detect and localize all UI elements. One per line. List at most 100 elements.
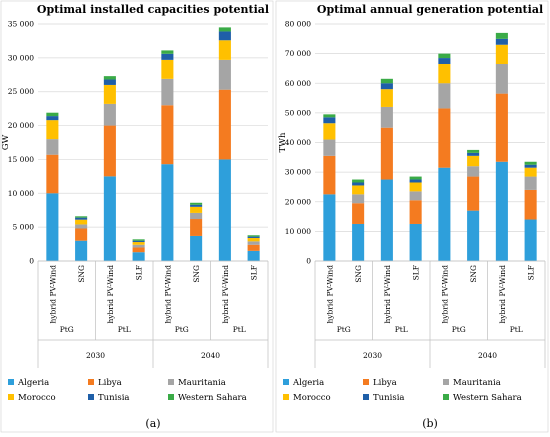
bar-segment-tunisia xyxy=(46,116,59,121)
panel-frame xyxy=(0,0,274,433)
bar-segment-morocco xyxy=(46,120,59,140)
bar-segment-algeria xyxy=(190,235,203,261)
bar-segment-algeria xyxy=(218,159,231,261)
bar-segment-libya xyxy=(103,125,116,177)
y-tick-label: 10 000 xyxy=(285,227,311,236)
legend-swatch xyxy=(363,379,369,385)
bar-segment-libya xyxy=(409,200,422,224)
bar-segment-tunisia xyxy=(409,179,422,183)
bar-segment-morocco xyxy=(103,84,116,104)
bar-segment-algeria xyxy=(438,167,451,261)
y-tick-label: 70 000 xyxy=(285,49,311,58)
group-label: PtL xyxy=(233,325,246,334)
bar-segment-morocco xyxy=(467,155,480,167)
bar-segment-morocco xyxy=(247,237,260,242)
bar-segment-algeria xyxy=(495,161,508,261)
legend-label: Western Sahara xyxy=(453,393,522,403)
y-tick-label: 30 000 xyxy=(285,168,311,177)
legend-swatch xyxy=(8,379,14,385)
y-tick-label: 30 000 xyxy=(8,53,34,62)
legend-label: Morocco xyxy=(18,393,56,403)
chart-title: Optimal installed capacities potential xyxy=(37,3,269,16)
bar-segment-tunisia xyxy=(75,217,88,220)
bar-segment-tunisia xyxy=(247,236,260,238)
y-tick-label: 25 000 xyxy=(8,87,34,96)
bar-segment-libya xyxy=(75,228,88,241)
bar-segment-tunisia xyxy=(190,204,203,207)
bar-segment-algeria xyxy=(161,164,174,261)
bar-segment-western-sahara xyxy=(46,112,59,117)
chart-title: Optimal annual generation potential xyxy=(317,3,543,16)
bar-segment-algeria xyxy=(352,223,365,261)
x-category-label: hybrid PV-Wind xyxy=(383,265,392,324)
x-category-label: hybrid PV-Wind xyxy=(325,265,334,324)
bar-segment-western-sahara xyxy=(190,202,203,205)
bar-segment-morocco xyxy=(218,40,231,60)
bar-segment-algeria xyxy=(103,176,116,261)
bar-segment-western-sahara xyxy=(495,32,508,39)
bar-segment-western-sahara xyxy=(75,216,88,218)
bar-segment-mauritania xyxy=(467,166,480,177)
bar-segment-libya xyxy=(218,89,231,160)
legend-label: Morocco xyxy=(293,393,331,403)
bar-segment-mauritania xyxy=(323,139,336,156)
group-label: PtG xyxy=(337,325,351,334)
x-category-label: hybrid PV-Wind xyxy=(440,265,449,324)
bar-segment-morocco xyxy=(75,219,88,225)
x-category-label: hybrid PV-Wind xyxy=(498,265,507,324)
bar-segment-tunisia xyxy=(323,117,336,124)
bar-segment-western-sahara xyxy=(380,78,393,84)
bar-segment-algeria xyxy=(132,252,145,261)
panel-label: (a) xyxy=(145,417,160,430)
bar-segment-tunisia xyxy=(524,164,537,168)
x-category-label: SNG xyxy=(77,265,86,283)
bar-segment-morocco xyxy=(161,59,174,79)
bar-segment-morocco xyxy=(438,63,451,84)
bar-segment-mauritania xyxy=(380,106,393,128)
bar-segment-libya xyxy=(190,219,203,236)
legend-swatch xyxy=(363,394,369,400)
bar-segment-algeria xyxy=(323,194,336,261)
bar-segment-tunisia xyxy=(103,79,116,85)
y-axis-label: GW xyxy=(1,134,11,150)
y-tick-label: 5 000 xyxy=(13,223,35,232)
bar-segment-libya xyxy=(132,247,145,253)
y-tick-label: 80 000 xyxy=(285,20,311,29)
legend-label: Tunisia xyxy=(373,393,405,403)
bar-segment-algeria xyxy=(524,219,537,261)
legend-swatch xyxy=(283,394,289,400)
bar-segment-tunisia xyxy=(438,58,451,64)
y-axis-label: TWh xyxy=(278,132,288,152)
legend-label: Tunisia xyxy=(98,393,130,403)
bar-segment-western-sahara xyxy=(323,114,336,118)
bar-segment-mauritania xyxy=(161,78,174,106)
bar-segment-tunisia xyxy=(161,53,174,60)
panel-label: (b) xyxy=(422,417,438,430)
bar-segment-libya xyxy=(380,127,393,180)
bar-segment-tunisia xyxy=(467,152,480,156)
bar-segment-mauritania xyxy=(438,83,451,109)
bar-segment-libya xyxy=(323,155,336,195)
y-tick-label: 20 000 xyxy=(285,197,311,206)
bar-segment-mauritania xyxy=(75,224,88,229)
legend-label: Algeria xyxy=(17,378,49,388)
bar-segment-tunisia xyxy=(495,38,508,45)
bar-segment-mauritania xyxy=(524,176,537,190)
group-label: PtG xyxy=(60,325,74,334)
group-label: PtL xyxy=(510,325,523,334)
bar-segment-morocco xyxy=(132,242,145,245)
year-label: 2030 xyxy=(86,351,105,360)
bar-segment-algeria xyxy=(46,193,59,261)
bar-segment-mauritania xyxy=(103,103,116,126)
y-tick-label: 0 xyxy=(306,257,311,266)
y-tick-label: 0 xyxy=(29,257,34,266)
bar-segment-mauritania xyxy=(218,59,231,90)
bar-segment-morocco xyxy=(323,123,336,140)
bar-segment-morocco xyxy=(495,44,508,64)
x-category-label: SLF xyxy=(135,265,144,280)
x-category-label: hybrid PV-Wind xyxy=(221,265,230,324)
bar-segment-libya xyxy=(524,189,537,220)
bar-segment-libya xyxy=(352,203,365,224)
bar-segment-western-sahara xyxy=(218,27,231,32)
